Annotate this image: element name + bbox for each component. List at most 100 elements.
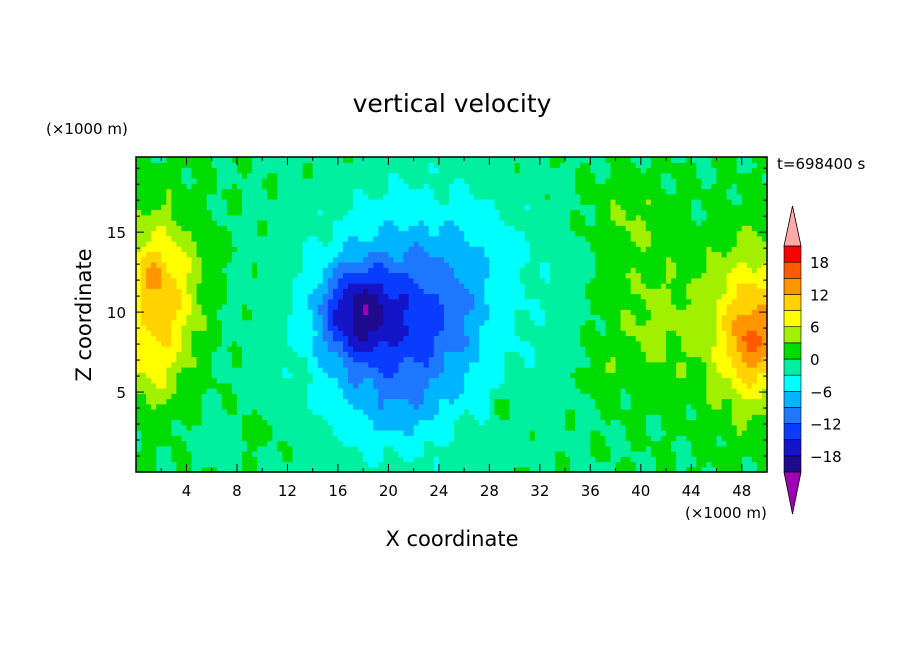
field-cell [529, 314, 536, 321]
field-cell [529, 367, 536, 373]
field-cell [146, 430, 152, 436]
field-cell [595, 314, 602, 321]
field-cell [236, 414, 243, 421]
field-cell [307, 277, 314, 284]
field-cell [691, 325, 697, 331]
field-cell [297, 356, 304, 363]
field-cell [236, 424, 243, 431]
field-cell [292, 393, 299, 400]
field-cell [650, 319, 657, 326]
field-cell [534, 451, 541, 457]
field-cell [595, 304, 602, 310]
field-cell [454, 461, 460, 468]
field-cell [171, 330, 177, 337]
field-cell [216, 419, 223, 426]
field-cell [464, 361, 470, 368]
field-cell [615, 435, 622, 442]
field-cell [454, 409, 460, 415]
field-cell [438, 409, 445, 415]
field-cell [322, 351, 329, 358]
field-cell [312, 314, 319, 321]
field-cell [696, 298, 702, 305]
field-cell [262, 430, 268, 436]
field-cell [171, 319, 177, 326]
field-cell [363, 330, 369, 337]
field-cell [660, 283, 667, 289]
field-cell [575, 461, 581, 468]
field-cell [317, 298, 324, 305]
field-cell [686, 424, 692, 431]
field-cell [701, 398, 708, 405]
field-cell [625, 461, 632, 468]
field-cell [413, 419, 420, 426]
field-cell [307, 388, 314, 394]
field-cell [211, 388, 218, 394]
field-cell [292, 419, 299, 426]
field-cell [337, 419, 344, 426]
field-cell [746, 267, 753, 274]
field-cell [388, 409, 395, 415]
field-cell [292, 283, 299, 289]
field-cell [620, 461, 627, 468]
field-cell [151, 414, 157, 421]
field-cell [418, 309, 425, 316]
field-cell [332, 340, 339, 347]
field-cell [544, 262, 551, 268]
field-cell [398, 382, 405, 389]
field-cell [423, 451, 430, 457]
field-cell [211, 330, 218, 337]
field-cell [166, 262, 172, 268]
field-cell [691, 356, 697, 363]
field-cell [206, 382, 213, 389]
field-cell [676, 293, 682, 300]
field-cell [499, 272, 506, 279]
field-cell [348, 267, 354, 274]
field-cell [216, 356, 223, 363]
field-cell [570, 356, 576, 363]
field-cell [342, 388, 349, 394]
field-cell [539, 414, 546, 421]
field-cell [136, 440, 142, 447]
field-cell [585, 340, 591, 347]
field-cell [504, 430, 511, 436]
field-cell [242, 461, 248, 468]
field-cell [751, 361, 758, 368]
field-cell [570, 272, 576, 279]
field-cell [206, 388, 213, 394]
field-cell [408, 309, 415, 316]
field-cell [302, 414, 309, 421]
field-cell [252, 372, 258, 379]
field-cell [196, 414, 203, 421]
field-cell [337, 277, 344, 284]
field-cell [353, 445, 359, 452]
field-cell [161, 361, 167, 368]
field-cell [267, 340, 273, 347]
field-cell [565, 346, 571, 352]
field-cell [216, 351, 223, 358]
field-cell [216, 330, 223, 337]
field-cell [615, 398, 622, 405]
field-cell [575, 277, 581, 284]
field-cell [297, 456, 304, 463]
field-cell [141, 382, 147, 389]
field-cell [146, 272, 152, 279]
field-cell [731, 351, 738, 358]
field-cell [297, 283, 304, 289]
field-cell [317, 262, 324, 268]
field-cell [565, 340, 571, 347]
field-cell [332, 382, 339, 389]
field-cell [620, 361, 627, 368]
field-cell [196, 361, 203, 368]
field-cell [448, 388, 455, 394]
field-cell [448, 262, 455, 268]
field-cell [716, 388, 723, 394]
field-cell [353, 424, 359, 431]
field-cell [312, 466, 319, 473]
field-cell [181, 361, 188, 368]
field-cell [398, 351, 405, 358]
field-cell [433, 409, 440, 415]
field-cell [186, 346, 193, 352]
field-cell [247, 319, 253, 326]
field-cell [731, 325, 738, 331]
field-cell [348, 351, 354, 358]
